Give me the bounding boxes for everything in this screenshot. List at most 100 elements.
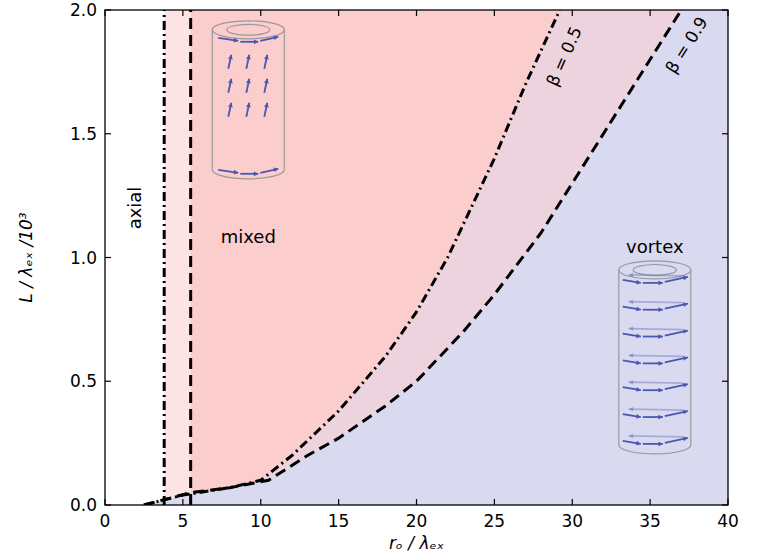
spin-arrow-head bbox=[264, 79, 269, 84]
x-tick bbox=[727, 10, 728, 16]
spin-arrow-head bbox=[273, 167, 278, 172]
cylinder-hole bbox=[227, 24, 270, 35]
spin-arrow-head bbox=[629, 273, 633, 278]
x-tick bbox=[416, 10, 417, 16]
spin-arrow-head bbox=[658, 415, 662, 420]
spin-arrow-head bbox=[658, 280, 662, 285]
y-tick bbox=[105, 504, 111, 505]
spin-arrow-head bbox=[683, 436, 688, 441]
x-tick-label: 20 bbox=[406, 511, 428, 531]
spin-arrow-head bbox=[658, 307, 662, 312]
spin-arrow-head bbox=[246, 103, 251, 108]
x-tick bbox=[727, 499, 728, 505]
cylinder-top bbox=[619, 261, 691, 279]
y-tick bbox=[722, 504, 728, 505]
spin-arrow-head bbox=[273, 35, 278, 40]
spin-arrow-head bbox=[683, 410, 688, 415]
region-label: vortex bbox=[626, 236, 684, 257]
vortex-boundary bbox=[144, 10, 681, 505]
chart: 05101520253035400.00.51.01.52.0rₒ / λₑₓL… bbox=[0, 0, 758, 554]
y-tick-label: 0.0 bbox=[70, 495, 97, 515]
x-tick bbox=[494, 499, 495, 505]
spin-arrow-head bbox=[636, 307, 641, 312]
spin-arrow bbox=[629, 275, 683, 276]
x-tick bbox=[182, 499, 183, 505]
spin-arrow bbox=[629, 382, 683, 383]
x-tick-label: 0 bbox=[100, 511, 111, 531]
y-tick bbox=[105, 381, 111, 382]
x-tick-label: 40 bbox=[717, 511, 739, 531]
cylinder-inset bbox=[212, 21, 284, 179]
y-tick-label: 1.5 bbox=[70, 124, 97, 144]
spin-arrow-head bbox=[629, 434, 633, 439]
spin-arrow-head bbox=[636, 414, 641, 419]
x-tick-label: 5 bbox=[177, 511, 188, 531]
spin-arrow bbox=[629, 355, 683, 356]
x-tick bbox=[416, 499, 417, 505]
series-label: β = 0.9 bbox=[661, 13, 711, 77]
spin-arrow-head bbox=[683, 275, 688, 280]
spin-arrow-head bbox=[254, 39, 258, 44]
frame bbox=[105, 10, 728, 505]
x-tick-label: 15 bbox=[328, 511, 350, 531]
x-tick bbox=[338, 499, 339, 505]
y-tick-label: 1.0 bbox=[70, 248, 97, 268]
spin-arrow bbox=[629, 329, 683, 330]
y-tick bbox=[722, 9, 728, 10]
cylinder-side bbox=[284, 30, 285, 170]
y-tick bbox=[722, 257, 728, 258]
spin-arrow bbox=[629, 302, 683, 303]
spin-arrow-head bbox=[246, 55, 251, 60]
x-tick bbox=[182, 10, 183, 16]
spin-arrow bbox=[629, 409, 683, 410]
region-label: axial bbox=[124, 187, 145, 230]
spin-arrow-head bbox=[683, 302, 688, 307]
x-tick bbox=[650, 499, 651, 505]
vortex-region bbox=[144, 10, 728, 505]
spin-arrow-head bbox=[228, 55, 233, 60]
y-tick bbox=[105, 9, 111, 10]
x-tick bbox=[572, 499, 573, 505]
x-tick bbox=[260, 499, 261, 505]
x-axis-title: rₒ / λₑₓ bbox=[389, 533, 445, 553]
spin-arrow-head bbox=[234, 38, 239, 43]
y-tick bbox=[105, 133, 111, 134]
spin-arrow-head bbox=[629, 407, 633, 412]
spin-arrow-head bbox=[629, 353, 633, 358]
y-tick-label: 2.0 bbox=[70, 0, 97, 20]
spin-arrow-head bbox=[246, 79, 251, 84]
cylinder-hole bbox=[633, 264, 676, 275]
cylinder-inset bbox=[619, 261, 691, 454]
y-axis-title: L / λₑₓ /10³ bbox=[16, 212, 36, 302]
plot-area bbox=[105, 10, 728, 505]
spin-arrow-head bbox=[636, 387, 641, 392]
cylinder-side bbox=[618, 270, 619, 445]
spin-arrow-head bbox=[254, 171, 258, 176]
x-tick-label: 25 bbox=[484, 511, 506, 531]
cylinder-top bbox=[212, 21, 284, 39]
y-tick bbox=[722, 381, 728, 382]
vortex-region bbox=[144, 10, 728, 505]
axial-boundary bbox=[189, 10, 192, 505]
series-label: β = 0.5 bbox=[542, 24, 586, 90]
spin-arrow-head bbox=[636, 441, 641, 446]
y-tick bbox=[105, 257, 111, 258]
y-tick bbox=[722, 133, 728, 134]
spin-arrow-head bbox=[636, 333, 641, 338]
cylinder-bottom bbox=[212, 170, 284, 179]
y-tick-label: 0.5 bbox=[70, 371, 97, 391]
x-tick bbox=[338, 10, 339, 16]
x-tick bbox=[104, 10, 105, 16]
spin-arrow-head bbox=[629, 299, 633, 304]
cylinder-side bbox=[690, 270, 691, 445]
x-tick-label: 10 bbox=[250, 511, 272, 531]
spin-arrow-head bbox=[228, 79, 233, 84]
x-tick bbox=[260, 10, 261, 16]
region-label: mixed bbox=[221, 226, 276, 247]
spin-arrow-head bbox=[636, 360, 641, 365]
x-tick-label: 35 bbox=[639, 511, 661, 531]
plot-background bbox=[105, 10, 728, 505]
x-tick bbox=[650, 10, 651, 16]
spin-arrow-head bbox=[683, 329, 688, 334]
spin-arrow-head bbox=[264, 55, 269, 60]
